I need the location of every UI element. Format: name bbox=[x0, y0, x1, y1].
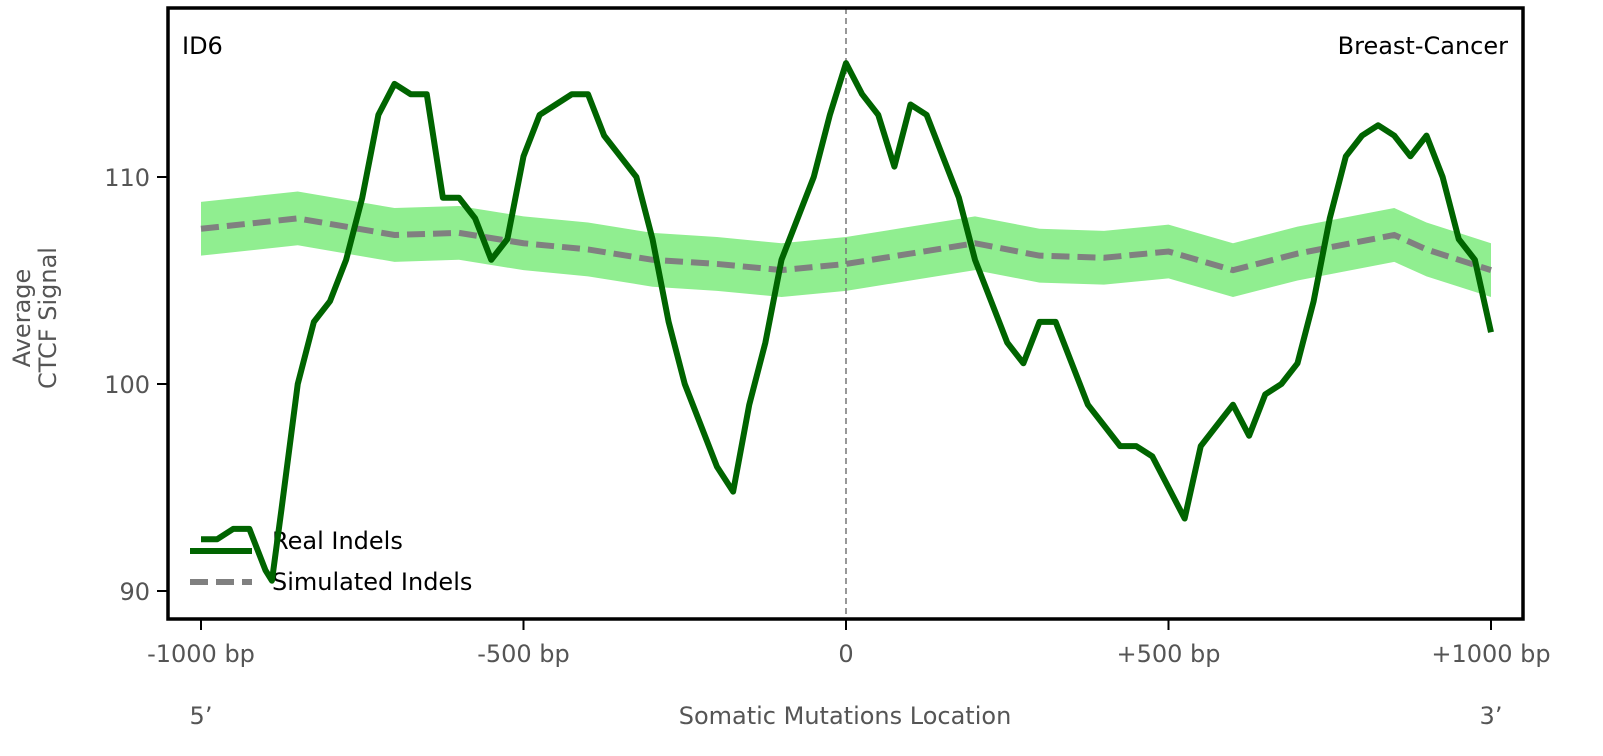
y-tick-label: 100 bbox=[104, 371, 150, 399]
legend: Real Indels Simulated Indels bbox=[190, 527, 472, 596]
x-tick-label: 0 bbox=[838, 640, 853, 668]
real-indels-line bbox=[201, 60, 1494, 584]
y-tick-label: 110 bbox=[104, 164, 150, 192]
simulated-indels-line bbox=[200, 215, 1492, 274]
y-tick-label: 90 bbox=[119, 578, 150, 606]
legend-sim-label: Simulated Indels bbox=[272, 568, 472, 596]
x-tick-label: +500 bp bbox=[1116, 640, 1220, 668]
simulated-band-group bbox=[201, 191, 1491, 298]
x-axis-label: Somatic Mutations Location bbox=[679, 702, 1012, 730]
x-tick-label: -1000 bp bbox=[147, 640, 255, 668]
five-prime-label: 5’ bbox=[190, 702, 213, 730]
x-tick-label: -500 bp bbox=[477, 640, 570, 668]
y-axis-label-1: Average bbox=[8, 269, 36, 368]
cancer-type-label: Breast-Cancer bbox=[1338, 32, 1508, 60]
x-tick-label: +1000 bp bbox=[1431, 640, 1550, 668]
simulated-confidence-band bbox=[201, 191, 1491, 298]
legend-real-label: Real Indels bbox=[272, 527, 403, 555]
y-axis-label-2: CTCF Signal bbox=[34, 247, 62, 389]
panel-label: ID6 bbox=[182, 32, 223, 60]
three-prime-label: 3’ bbox=[1480, 702, 1503, 730]
